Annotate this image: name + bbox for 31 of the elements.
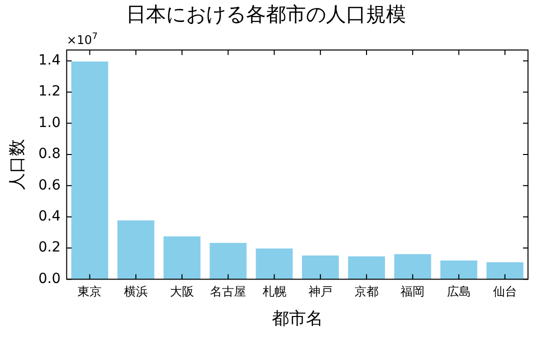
bar bbox=[348, 256, 385, 280]
x-tick-label: 名古屋 bbox=[210, 284, 246, 299]
chart-title: 日本における各都市の人口規模 bbox=[126, 2, 406, 26]
x-tick-label: 広島 bbox=[446, 284, 471, 299]
bar bbox=[164, 236, 200, 280]
y-tick-label: 0.0 bbox=[38, 270, 61, 287]
bar bbox=[440, 260, 478, 280]
bar bbox=[302, 256, 339, 280]
bar bbox=[210, 242, 247, 280]
y-tick-label: 1.4 bbox=[38, 52, 61, 69]
bar bbox=[394, 254, 432, 280]
x-tick-label: 福岡 bbox=[400, 284, 425, 299]
x-tick-label: 札幌 bbox=[262, 284, 286, 299]
y-tick-label: 1.0 bbox=[38, 114, 61, 131]
bar bbox=[117, 220, 154, 280]
bar bbox=[256, 248, 293, 280]
x-tick-label: 大阪 bbox=[170, 284, 194, 299]
y-tick-label: 0.2 bbox=[38, 240, 61, 256]
y-axis-title: 人口数 bbox=[8, 139, 28, 190]
x-tick-label: 東京 bbox=[78, 284, 102, 299]
x-tick-label: 仙台 bbox=[492, 284, 517, 299]
x-axis-title: 都市名 bbox=[272, 309, 323, 330]
y-tick-label: 1.2 bbox=[38, 84, 61, 100]
x-tick-label: 神戸 bbox=[308, 284, 332, 299]
bar bbox=[71, 62, 108, 280]
x-tick-label: 横浜 bbox=[124, 284, 148, 299]
y-tick-label: 0.8 bbox=[38, 146, 61, 162]
bar bbox=[486, 262, 524, 280]
x-tick-label: 京都 bbox=[354, 284, 379, 299]
y-tick-label: 0.6 bbox=[38, 177, 61, 194]
y-tick-label: 0.4 bbox=[38, 208, 61, 224]
